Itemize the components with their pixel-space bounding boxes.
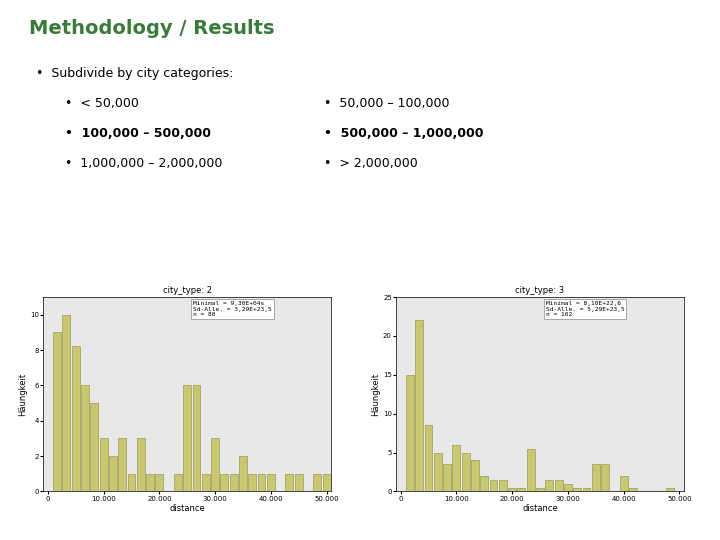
- Bar: [118, 438, 126, 491]
- Bar: [285, 474, 293, 491]
- Bar: [294, 474, 302, 491]
- Bar: [156, 474, 163, 491]
- Text: Minimal = 8,10E+22,6
Sd-Alle. = 5,29E+23,5
n = 102: Minimal = 8,10E+22,6 Sd-Alle. = 5,29E+23…: [546, 301, 624, 318]
- Bar: [81, 386, 89, 491]
- Bar: [230, 474, 238, 491]
- Bar: [192, 386, 200, 491]
- Bar: [211, 438, 219, 491]
- Bar: [72, 347, 80, 491]
- Bar: [573, 488, 581, 491]
- Bar: [499, 480, 507, 491]
- Bar: [536, 488, 544, 491]
- Bar: [471, 460, 479, 491]
- X-axis label: distance: distance: [522, 504, 558, 514]
- Title: city_type: 3: city_type: 3: [516, 286, 564, 295]
- Bar: [462, 453, 469, 491]
- Bar: [53, 332, 61, 491]
- Bar: [434, 453, 442, 491]
- X-axis label: distance: distance: [169, 504, 205, 514]
- Bar: [592, 464, 600, 491]
- Bar: [267, 474, 275, 491]
- Text: •  > 2,000,000: • > 2,000,000: [324, 157, 418, 170]
- Bar: [109, 456, 117, 491]
- Text: •  Subdivide by city categories:: • Subdivide by city categories:: [36, 68, 233, 80]
- Bar: [406, 375, 414, 491]
- Bar: [184, 386, 191, 491]
- Bar: [90, 403, 98, 491]
- Bar: [452, 445, 460, 491]
- Bar: [490, 480, 498, 491]
- Bar: [127, 474, 135, 491]
- Bar: [425, 426, 433, 491]
- Bar: [63, 315, 71, 491]
- Title: city_type: 2: city_type: 2: [163, 286, 212, 295]
- Bar: [629, 488, 637, 491]
- Text: •  1,000,000 – 2,000,000: • 1,000,000 – 2,000,000: [65, 157, 222, 170]
- Bar: [323, 474, 330, 491]
- Bar: [313, 474, 321, 491]
- Bar: [601, 464, 609, 491]
- Bar: [137, 438, 145, 491]
- Text: 17: 17: [681, 519, 698, 532]
- Bar: [582, 488, 590, 491]
- Bar: [174, 474, 182, 491]
- Text: •  500,000 – 1,000,000: • 500,000 – 1,000,000: [324, 127, 484, 140]
- Bar: [99, 438, 107, 491]
- Bar: [220, 474, 228, 491]
- Bar: [508, 488, 516, 491]
- Bar: [564, 484, 572, 491]
- Bar: [554, 480, 562, 491]
- Y-axis label: Häungkeit: Häungkeit: [18, 373, 27, 416]
- Text: •  < 50,000: • < 50,000: [65, 97, 139, 110]
- Bar: [239, 456, 247, 491]
- Text: •  50,000 – 100,000: • 50,000 – 100,000: [324, 97, 449, 110]
- Text: •  100,000 – 500,000: • 100,000 – 500,000: [65, 127, 211, 140]
- Bar: [258, 474, 266, 491]
- Bar: [480, 476, 488, 491]
- Bar: [443, 464, 451, 491]
- Bar: [666, 488, 674, 491]
- Text: Methodology / Results: Methodology / Results: [29, 19, 274, 38]
- Bar: [202, 474, 210, 491]
- Bar: [527, 449, 535, 491]
- Bar: [146, 474, 154, 491]
- Bar: [518, 488, 526, 491]
- Bar: [620, 476, 628, 491]
- Y-axis label: Häungkeit: Häungkeit: [371, 373, 380, 416]
- Bar: [248, 474, 256, 491]
- Text: Minimal = 9,30E+04s
Sd-Alle. = 3,29E+23,5
n = 80: Minimal = 9,30E+04s Sd-Alle. = 3,29E+23,…: [193, 301, 271, 318]
- Bar: [545, 480, 553, 491]
- Bar: [415, 320, 423, 491]
